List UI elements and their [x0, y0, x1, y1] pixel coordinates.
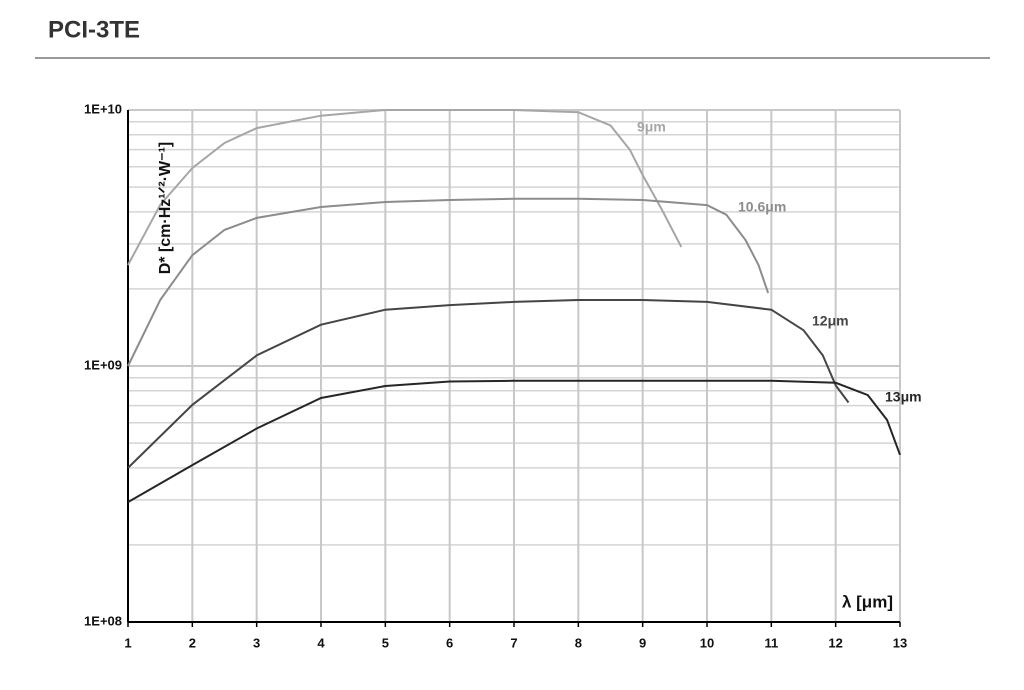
series-label: 10.6μm [738, 199, 786, 215]
x-tick-label: 9 [639, 635, 646, 650]
x-tick-label: 6 [446, 635, 453, 650]
x-tick-label: 3 [253, 635, 260, 650]
series-line [127, 197, 770, 367]
page-title: PCI-3TE [48, 16, 140, 43]
x-tick-label: 8 [575, 635, 582, 650]
y-tick-label: 1E+08 [84, 613, 122, 628]
x-tick-label: 7 [510, 635, 517, 650]
x-tick-label: 13 [893, 635, 907, 650]
x-tick-label: 4 [317, 635, 325, 650]
series-line [127, 299, 850, 469]
series-line [127, 379, 901, 503]
x-tick-label: 11 [764, 635, 778, 650]
x-tick-label: 5 [382, 635, 389, 650]
x-axis-label: λ [μm] [842, 592, 893, 611]
series-line [127, 109, 683, 266]
x-tick-label: 10 [700, 635, 714, 650]
series-label: 13μm [885, 389, 922, 405]
y-axis-label: D* [cm·Hz¹ᐟ²·W⁻¹] [157, 142, 174, 275]
x-tick-label: 1 [124, 635, 131, 650]
y-tick-label: 1E+10 [84, 101, 122, 116]
y-tick-label: 1E+09 [84, 357, 122, 372]
x-tick-label: 2 [189, 635, 196, 650]
series-label: 12μm [812, 313, 849, 329]
x-tick-label: 12 [828, 635, 842, 650]
series-label: 9μm [637, 119, 666, 135]
